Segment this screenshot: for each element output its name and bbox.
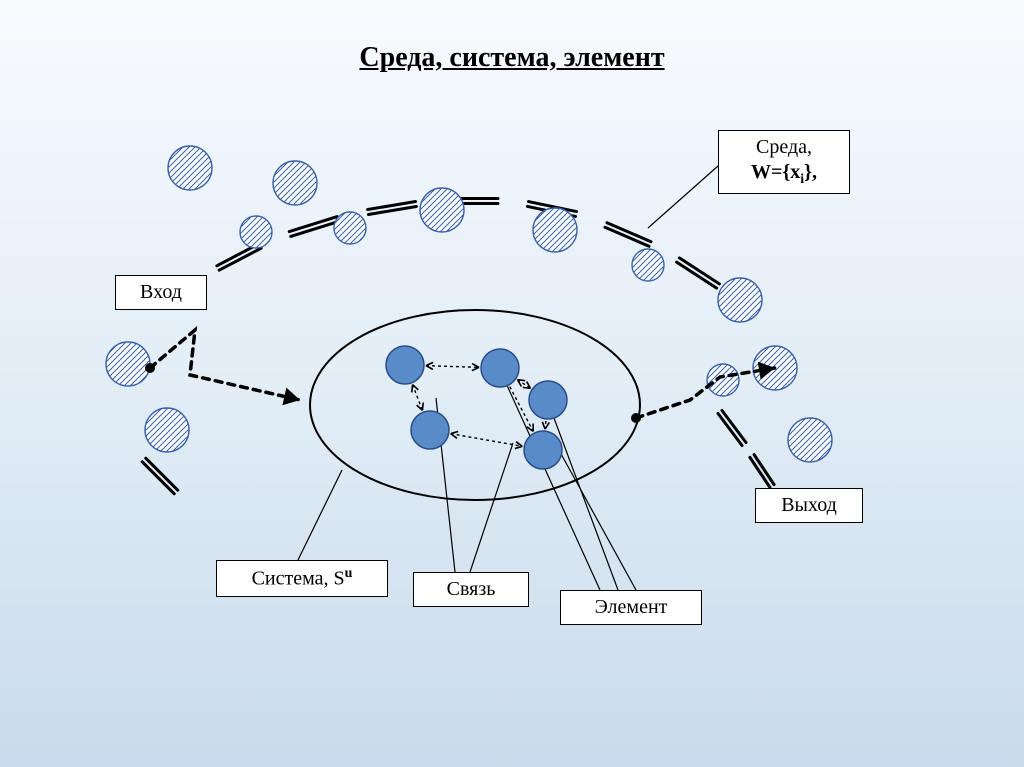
diagram-canvas bbox=[0, 0, 1024, 767]
